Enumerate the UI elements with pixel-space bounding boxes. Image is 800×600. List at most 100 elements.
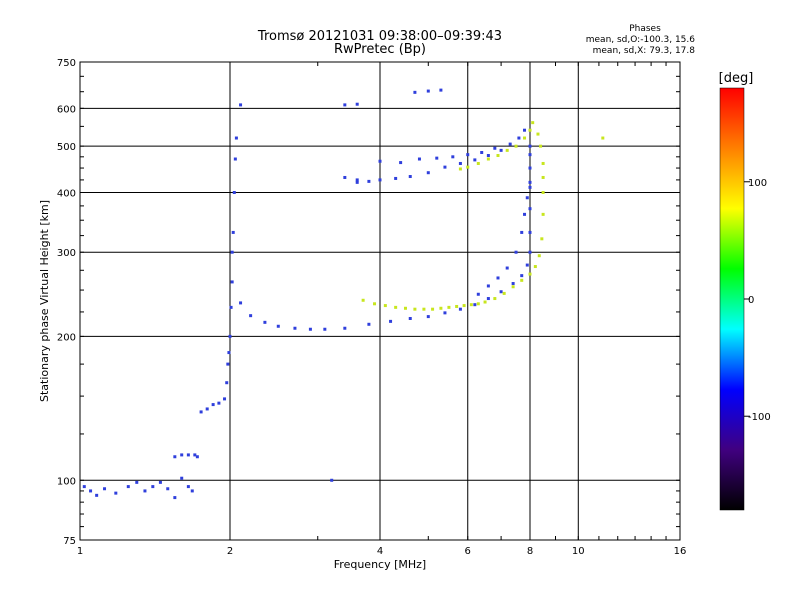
data-point-o — [225, 381, 229, 385]
data-point-x — [540, 237, 544, 241]
legend-line-x: mean, sd,X: 79.3, 17.8 — [593, 46, 696, 56]
data-point-o — [231, 230, 235, 234]
data-point-o — [486, 154, 490, 158]
data-point-o — [520, 274, 524, 278]
data-point-o — [499, 290, 503, 294]
data-point-o — [263, 320, 267, 324]
data-point-x — [541, 175, 545, 179]
chart-subtitle: RwPretec (Bp) — [334, 42, 426, 57]
data-point-o — [211, 403, 215, 407]
legend-title: Phases — [629, 24, 661, 34]
data-point-o — [408, 175, 412, 179]
y-tick-label: 300 — [57, 248, 76, 259]
data-point-o — [451, 155, 455, 159]
data-point-o — [343, 103, 347, 107]
data-point-x — [431, 307, 435, 311]
colorbar — [719, 87, 745, 511]
data-point-x — [511, 285, 515, 289]
data-point-o — [143, 489, 147, 493]
data-point-o — [367, 322, 371, 326]
data-point-o — [496, 276, 500, 280]
data-point-x — [533, 265, 537, 269]
data-point-o — [525, 196, 529, 200]
colorbar-ticks: 100 0 -100 — [744, 178, 771, 423]
data-point-x — [469, 303, 473, 307]
data-point-o — [508, 142, 512, 146]
data-point-o — [476, 292, 480, 296]
data-point-o — [223, 397, 227, 401]
data-point-o — [486, 297, 490, 301]
data-point-o — [173, 455, 177, 459]
data-point-o — [249, 314, 253, 318]
data-point-o — [399, 161, 403, 165]
data-point-o — [486, 284, 490, 288]
data-point-x — [536, 132, 540, 136]
data-point-x — [531, 121, 535, 125]
data-point-o — [480, 150, 484, 154]
data-point-o — [186, 453, 190, 457]
data-point-o — [89, 489, 93, 493]
data-point-x — [541, 161, 545, 165]
data-point-o — [367, 179, 371, 183]
data-point-o — [135, 480, 139, 484]
data-point-o — [417, 157, 421, 161]
data-point-o — [230, 280, 234, 284]
data-point-o — [528, 250, 532, 254]
data-point-x — [413, 307, 417, 311]
data-point-o — [239, 301, 243, 305]
data-point-o — [528, 207, 532, 211]
data-point-o — [520, 230, 524, 234]
chart-title: Tromsø 20121031 09:38:00–09:39:43 — [257, 29, 502, 44]
data-point-x — [523, 136, 527, 140]
data-point-o — [193, 453, 197, 457]
data-point-o — [511, 282, 515, 286]
data-point-o — [426, 89, 430, 93]
y-tick-label: 500 — [57, 142, 76, 153]
x-tick-label: 6 — [465, 546, 471, 557]
data-point-o — [473, 158, 477, 162]
data-point-o — [239, 103, 243, 107]
data-point-x — [383, 304, 387, 308]
data-point-x — [455, 304, 459, 308]
data-points — [82, 88, 605, 500]
colorbar-tick-label: 100 — [748, 178, 767, 189]
data-point-o — [343, 326, 347, 330]
y-tick-label: 750 — [57, 58, 76, 69]
data-point-o — [199, 410, 203, 414]
data-point-o — [525, 263, 529, 267]
data-point-x — [539, 144, 543, 148]
x-tick-label: 16 — [674, 546, 687, 557]
data-point-x — [462, 304, 466, 308]
data-point-x — [514, 144, 518, 148]
data-point-o — [180, 453, 184, 457]
data-point-o — [435, 156, 439, 160]
data-point-o — [528, 144, 532, 148]
data-point-o — [330, 478, 334, 482]
data-point-o — [458, 307, 462, 311]
data-point-o — [499, 148, 503, 152]
data-point-o — [528, 185, 532, 189]
data-point-o — [226, 362, 230, 366]
data-point-o — [186, 485, 190, 489]
y-tick-label: 75 — [63, 536, 76, 547]
data-point-o — [528, 230, 532, 234]
data-point-x — [476, 302, 480, 306]
data-point-o — [323, 327, 327, 331]
y-axis-ticks: 75 100 200 300 400 500 600 750 — [57, 58, 680, 547]
data-point-x — [394, 305, 398, 309]
colorbar-tick-label: 0 — [748, 295, 754, 306]
data-point-o — [195, 455, 199, 459]
data-point-o — [151, 485, 155, 489]
data-point-x — [447, 305, 451, 309]
data-point-x — [537, 254, 541, 258]
data-point-x — [496, 154, 500, 158]
data-point-o — [473, 303, 477, 307]
data-point-o — [166, 487, 170, 491]
data-point-o — [517, 136, 521, 140]
data-point-o — [234, 136, 238, 140]
data-point-x — [439, 306, 443, 310]
data-point-o — [173, 496, 177, 500]
data-point-x — [493, 297, 497, 301]
data-point-o — [355, 180, 359, 184]
data-point-o — [528, 166, 532, 170]
